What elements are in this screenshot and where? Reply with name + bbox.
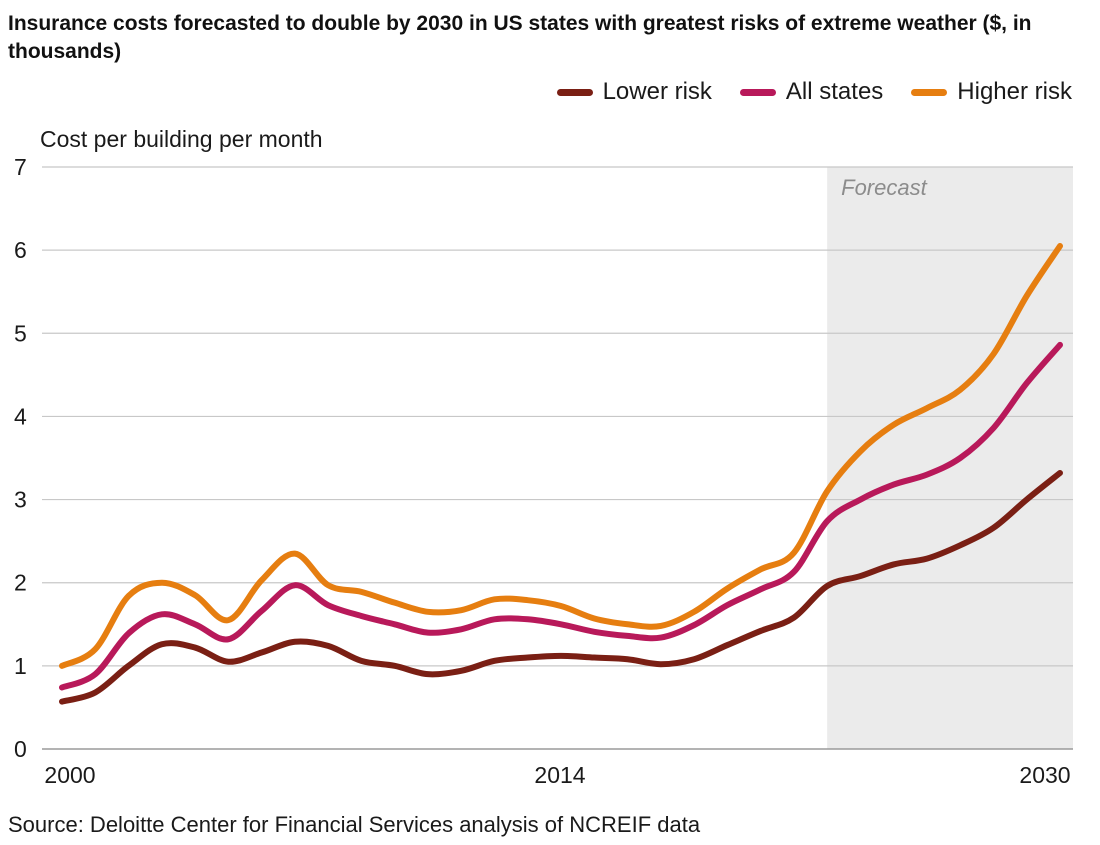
source-note: Source: Deloitte Center for Financial Se… (8, 812, 701, 837)
x-tick-label: 2014 (534, 762, 585, 788)
legend-swatch-higher-risk (911, 88, 948, 96)
legend-label-lower-risk: Lower risk (602, 78, 712, 105)
series-line-higher-risk (59, 242, 1063, 669)
forecast-label: Forecast (841, 175, 927, 200)
series-line-lower-risk (59, 469, 1063, 705)
legend-label-all-states: All states (785, 78, 884, 105)
chart-legend: Lower risk All states Higher risk (556, 78, 1072, 106)
legend-item-higher-risk: Higher risk (911, 78, 1072, 106)
series-line-all-states (59, 341, 1063, 691)
forecast-region (827, 167, 1073, 749)
chart-title: Insurance costs forecasted to double by … (8, 12, 1032, 63)
y-tick-label: 7 (14, 154, 27, 180)
y-axis-label: Cost per building per month (40, 126, 323, 152)
x-tick-label: 2000 (44, 762, 95, 788)
legend-swatch-all-states (739, 88, 776, 96)
gridlines (42, 166, 1073, 750)
y-tick-label: 3 (14, 487, 27, 513)
x-tick-label: 2030 (1019, 762, 1070, 788)
legend-item-lower-risk: Lower risk (556, 78, 712, 106)
y-tick-label: 4 (14, 403, 27, 429)
y-tick-label: 5 (14, 320, 27, 346)
y-tick-label: 6 (14, 237, 27, 263)
legend-label-higher-risk: Higher risk (957, 78, 1072, 105)
y-tick-label: 2 (14, 570, 27, 596)
y-tick-label: 0 (14, 736, 27, 762)
y-tick-label: 1 (14, 653, 27, 679)
y-axis-ticks: 0 1 2 3 4 5 6 7 (14, 154, 27, 762)
legend-swatch-lower-risk (556, 88, 593, 96)
x-axis-ticks: 2000 2014 2030 (44, 762, 1070, 788)
series-lines (59, 242, 1063, 705)
legend-item-all-states: All states (739, 78, 884, 106)
